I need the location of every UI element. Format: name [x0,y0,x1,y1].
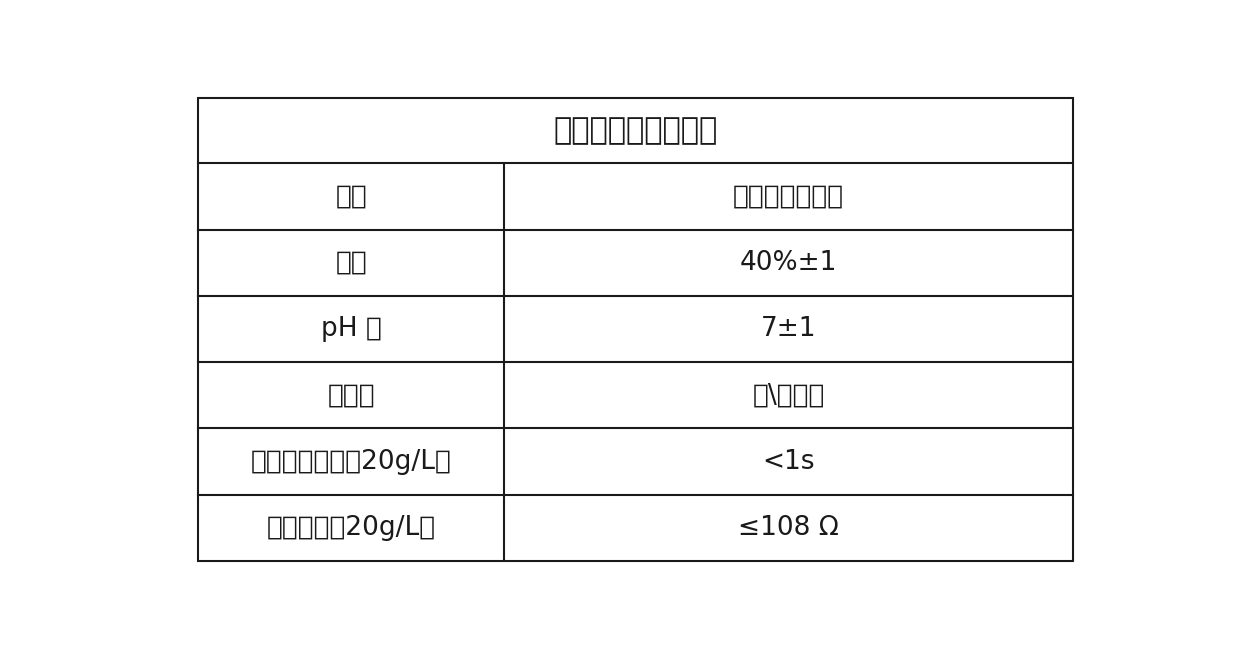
Text: 离子性: 离子性 [327,382,374,408]
Text: 主要技术与性能指标: 主要技术与性能指标 [553,116,718,146]
Text: 抗静电半衰期（20g/L）: 抗静电半衰期（20g/L） [250,449,451,475]
Text: 7±1: 7±1 [761,316,816,342]
Text: <1s: <1s [763,449,815,475]
Text: pH 值: pH 值 [321,316,382,342]
Text: 表面电阻（20g/L）: 表面电阻（20g/L） [267,515,435,541]
Text: 含量: 含量 [335,249,367,276]
Text: 外观: 外观 [335,183,367,210]
Text: 40%±1: 40%±1 [740,249,837,276]
Text: 阴\非离子: 阴\非离子 [753,382,825,408]
Text: 淡黄色透明液体: 淡黄色透明液体 [733,183,844,210]
Text: ≤108 Ω: ≤108 Ω [738,515,839,541]
